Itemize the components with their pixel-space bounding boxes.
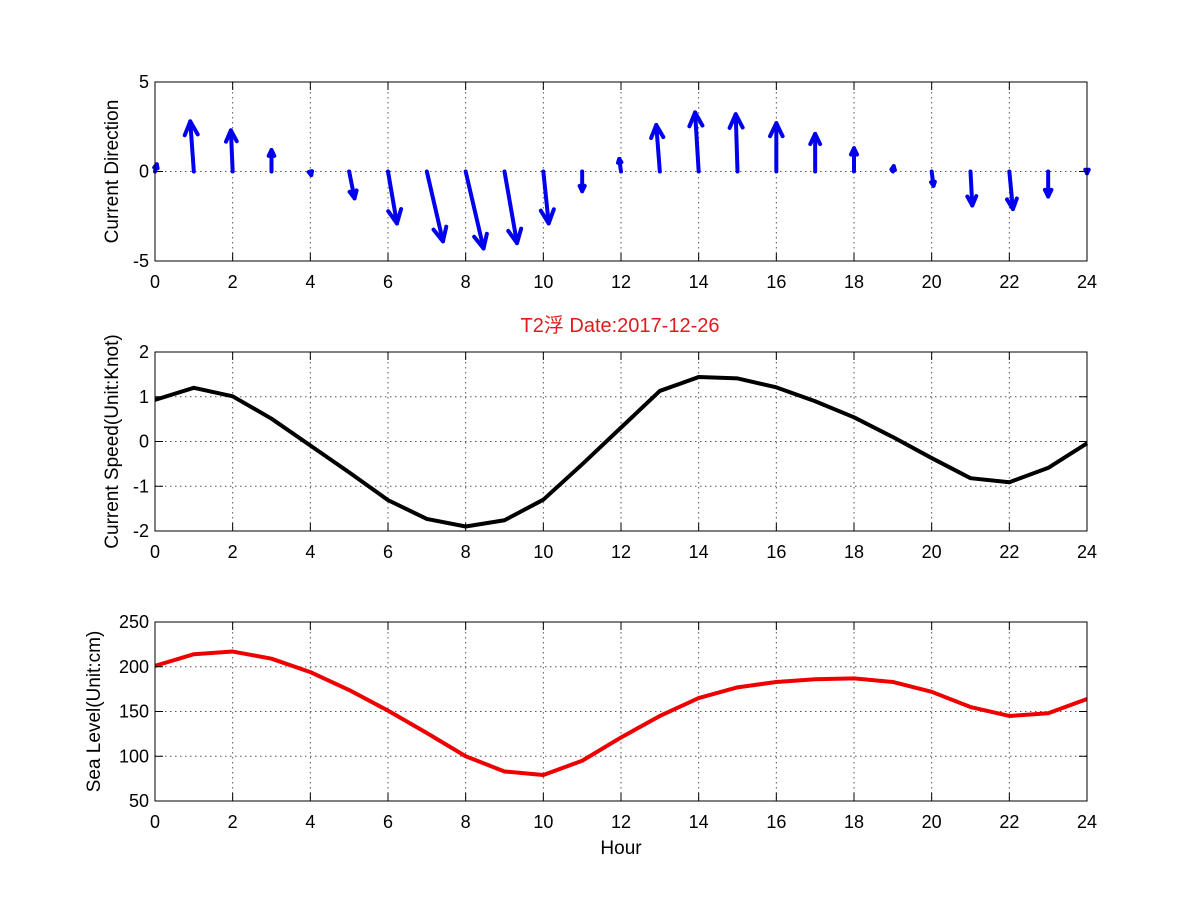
- x-tick-label: 12: [611, 542, 631, 562]
- direction-arrow: [1005, 169, 1019, 212]
- x-tick-label: 22: [999, 812, 1019, 832]
- y-tick-label: -5: [133, 251, 149, 271]
- direction-arrow: [424, 169, 449, 244]
- x-axis-label: Hour: [600, 838, 642, 859]
- x-tick-label: 4: [305, 272, 315, 292]
- y-tick-label: 100: [119, 746, 149, 766]
- direction-arrow: [848, 146, 860, 174]
- x-tick-label: 6: [383, 272, 393, 292]
- x-tick-label: 10: [533, 272, 553, 292]
- direction-arrow: [768, 121, 785, 174]
- x-tick-label: 24: [1077, 812, 1097, 832]
- direction-arrow: [889, 164, 897, 174]
- x-tick-label: 12: [611, 272, 631, 292]
- direction-arrow: [577, 169, 587, 194]
- y-tick-label: 200: [119, 657, 149, 677]
- direction-arrow: [538, 169, 556, 226]
- x-tick-label: 20: [922, 542, 942, 562]
- direction-arrow: [965, 169, 979, 208]
- y-tick-label: 50: [129, 791, 149, 811]
- y-tick-label: -2: [133, 521, 149, 541]
- x-tick-label: 16: [766, 542, 786, 562]
- direction-arrow: [347, 169, 359, 201]
- direction-arrow: [808, 131, 823, 174]
- x-tick-label: 0: [150, 542, 160, 562]
- x-tick-label: 8: [461, 272, 471, 292]
- y-axis-label: Current Speed(Unit:Knot): [102, 334, 123, 548]
- y-axis-label: Sea Level(Unit:cm): [84, 631, 105, 793]
- x-tick-label: 14: [689, 812, 709, 832]
- x-tick-label: 22: [999, 272, 1019, 292]
- x-tick-label: 8: [461, 812, 471, 832]
- x-tick-label: 24: [1077, 272, 1097, 292]
- direction-arrow: [182, 119, 200, 174]
- x-tick-label: 14: [689, 542, 709, 562]
- figure-title: T2浮 Date:2017-12-26: [520, 314, 719, 337]
- direction-arrow: [386, 169, 404, 226]
- direction-arrow: [929, 169, 937, 188]
- y-tick-label: 5: [139, 72, 149, 92]
- x-tick-label: 6: [383, 812, 393, 832]
- direction-arrow: [687, 110, 705, 174]
- y-tick-label: 2: [139, 342, 149, 362]
- y-tick-label: 150: [119, 702, 149, 722]
- x-tick-label: 10: [533, 542, 553, 562]
- direction-arrow: [649, 122, 666, 174]
- x-tick-label: 24: [1077, 542, 1097, 562]
- x-tick-label: 4: [305, 812, 315, 832]
- y-tick-label: 250: [119, 612, 149, 632]
- x-tick-label: 0: [150, 272, 160, 292]
- y-tick-label: 0: [139, 162, 149, 182]
- x-tick-label: 2: [228, 272, 238, 292]
- x-tick-label: 14: [689, 272, 709, 292]
- x-tick-label: 18: [844, 542, 864, 562]
- x-tick-label: 10: [533, 812, 553, 832]
- x-tick-label: 20: [922, 272, 942, 292]
- direction-arrow: [1042, 169, 1054, 199]
- direction-arrow: [306, 169, 315, 178]
- sea-level-line: [154, 649, 1088, 778]
- x-tick-label: 4: [305, 542, 315, 562]
- x-tick-label: 0: [150, 812, 160, 832]
- x-tick-label: 20: [922, 812, 942, 832]
- x-tick-label: 18: [844, 812, 864, 832]
- x-tick-label: 22: [999, 542, 1019, 562]
- x-tick-label: 12: [611, 812, 631, 832]
- direction-arrow: [223, 128, 239, 174]
- x-tick-label: 16: [766, 272, 786, 292]
- x-tick-label: 6: [383, 542, 393, 562]
- x-tick-label: 2: [228, 542, 238, 562]
- x-tick-label: 16: [766, 812, 786, 832]
- direction-arrow: [615, 156, 624, 174]
- x-tick-label: 8: [461, 542, 471, 562]
- direction-arrow: [727, 112, 745, 174]
- speed-line: [154, 375, 1089, 529]
- y-axis-label: Current Direction: [102, 100, 123, 244]
- direction-arrow: [463, 169, 489, 251]
- y-tick-label: -1: [133, 476, 149, 496]
- x-tick-label: 18: [844, 272, 864, 292]
- x-tick-label: 2: [228, 812, 238, 832]
- direction-arrow: [266, 148, 277, 174]
- direction-arrow: [502, 169, 524, 246]
- y-tick-label: 1: [139, 387, 149, 407]
- y-tick-label: 0: [139, 432, 149, 452]
